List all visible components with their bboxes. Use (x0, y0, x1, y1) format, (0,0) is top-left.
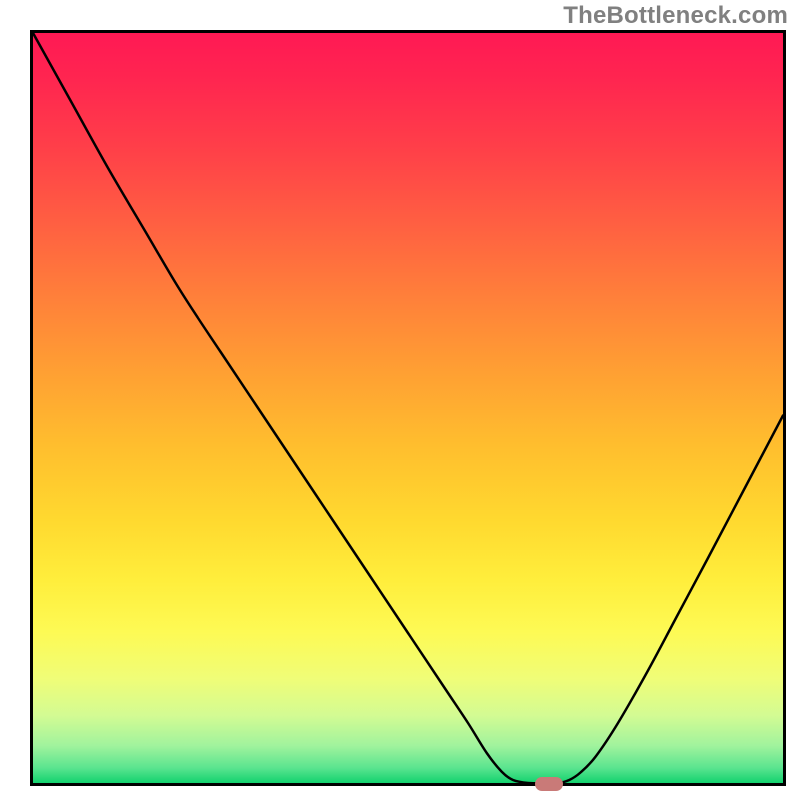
chart-canvas: TheBottleneck.com (0, 0, 800, 800)
optimal-point-marker (535, 777, 563, 791)
plot-area (30, 30, 786, 786)
bottleneck-curve (33, 33, 783, 783)
watermark-text: TheBottleneck.com (563, 2, 788, 30)
